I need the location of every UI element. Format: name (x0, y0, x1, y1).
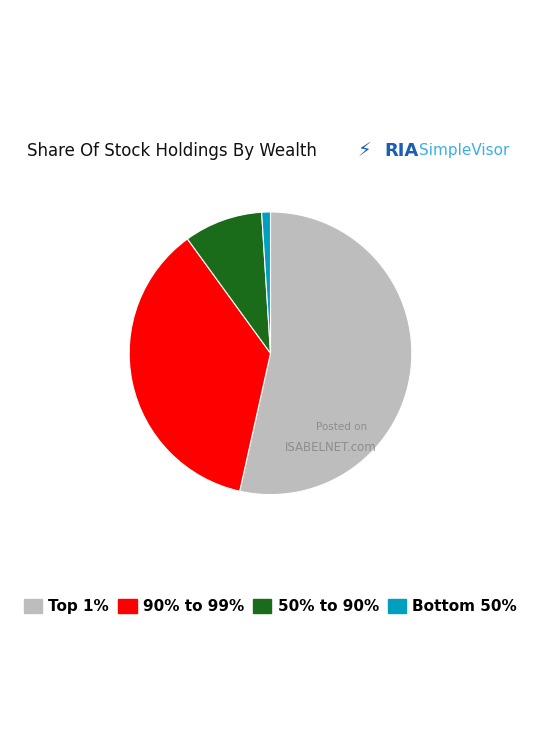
Text: SimpleVisor: SimpleVisor (419, 144, 510, 158)
Wedge shape (262, 212, 270, 353)
Text: Share Of Stock Holdings By Wealth: Share Of Stock Holdings By Wealth (27, 142, 317, 160)
Wedge shape (240, 212, 412, 495)
Text: ISABELNET.com: ISABELNET.com (285, 442, 377, 454)
Text: RIA: RIA (384, 142, 418, 160)
Wedge shape (129, 239, 270, 491)
Text: Posted on: Posted on (316, 422, 367, 432)
Legend: Top 1%, 90% to 99%, 50% to 90%, Bottom 50%: Top 1%, 90% to 99%, 50% to 90%, Bottom 5… (24, 599, 517, 615)
Wedge shape (187, 212, 270, 353)
Text: ⚡: ⚡ (357, 141, 371, 160)
